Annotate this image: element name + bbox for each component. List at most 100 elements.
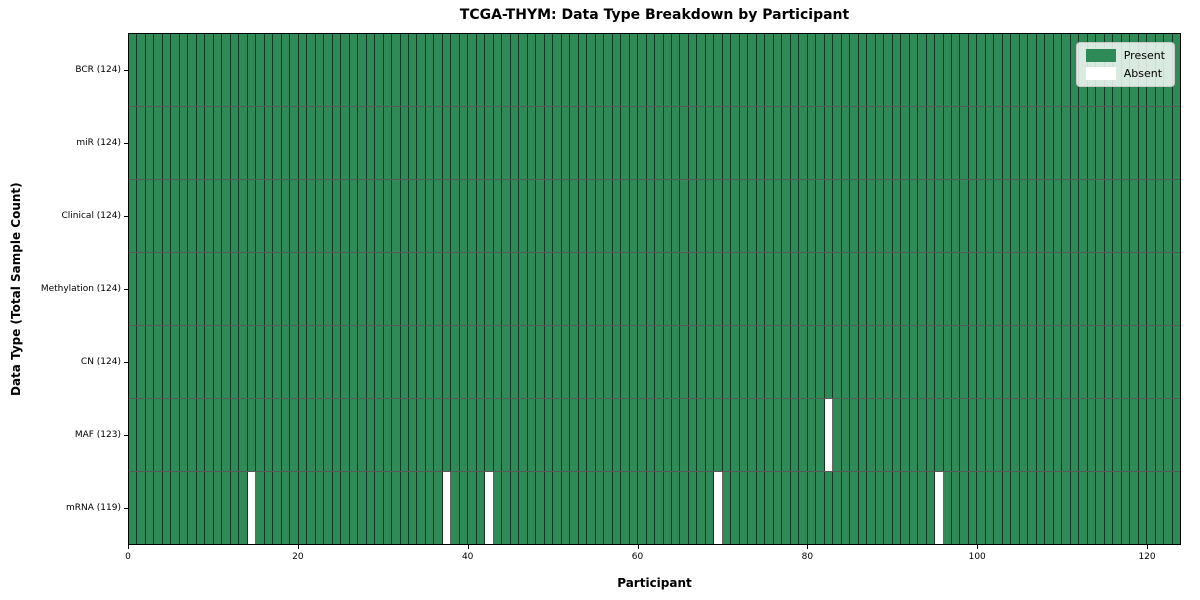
- heatmap-cell-present: [366, 253, 376, 325]
- heatmap-cell-present: [502, 107, 511, 179]
- heatmap-cell-present: [985, 326, 995, 398]
- heatmap-cell-present: [137, 107, 146, 179]
- heatmap-cell-present: [892, 326, 902, 398]
- heatmap-cell-present: [960, 399, 969, 471]
- heatmap-cell-present: [807, 472, 817, 544]
- legend-label-present: Present: [1123, 49, 1165, 62]
- heatmap-cell-present: [264, 253, 274, 325]
- heatmap-cell-present: [587, 326, 596, 398]
- heatmap-cell-present: [731, 107, 740, 179]
- heatmap-cell-present: [705, 107, 715, 179]
- heatmap-cell-present: [264, 34, 274, 106]
- heatmap-cell-present: [1104, 253, 1114, 325]
- heatmap-cell-present: [884, 180, 893, 252]
- heatmap-cell-present: [875, 180, 885, 252]
- heatmap-cell-present: [909, 180, 919, 252]
- heatmap-cell-present: [442, 399, 452, 471]
- heatmap-row-mir: [129, 107, 1181, 180]
- heatmap-cell-present: [731, 326, 740, 398]
- heatmap-cell-present: [358, 107, 367, 179]
- heatmap-cell-present: [239, 472, 248, 544]
- heatmap-cell-present: [621, 180, 630, 252]
- heatmap-cell-present: [1079, 253, 1088, 325]
- heatmap-cell-present: [129, 326, 138, 398]
- heatmap-cell-present: [901, 472, 910, 544]
- heatmap-cell-present: [239, 326, 248, 398]
- heatmap-cell-present: [145, 34, 155, 106]
- heatmap-cell-present: [510, 472, 520, 544]
- heatmap-cell-present: [595, 253, 605, 325]
- heatmap-cell-present: [434, 472, 443, 544]
- heatmap-cell-present: [765, 253, 774, 325]
- heatmap-cell-present: [807, 326, 817, 398]
- heatmap-cell-present: [375, 180, 384, 252]
- heatmap-cell-present: [1121, 107, 1131, 179]
- heatmap-cell-present: [892, 472, 902, 544]
- heatmap-cell-present: [604, 253, 613, 325]
- heatmap-cell-present: [960, 180, 969, 252]
- heatmap-cell-present: [256, 180, 265, 252]
- heatmap-cell-present: [918, 253, 927, 325]
- heatmap-cell-present: [315, 326, 325, 398]
- heatmap-cell-present: [1121, 326, 1131, 398]
- heatmap-cell-present: [1036, 253, 1046, 325]
- heatmap-cell-present: [858, 472, 868, 544]
- heatmap-cell-present: [392, 180, 401, 252]
- heatmap-cell-present: [655, 253, 664, 325]
- heatmap-cell-present: [629, 180, 639, 252]
- heatmap-cell-present: [307, 34, 316, 106]
- heatmap-row-mrna: [129, 472, 1181, 544]
- heatmap-cell-present: [230, 34, 240, 106]
- heatmap-cell-present: [154, 180, 163, 252]
- heatmap-cell-present: [799, 253, 808, 325]
- heatmap-cell-present: [739, 326, 749, 398]
- heatmap-cell-present: [722, 180, 732, 252]
- heatmap-cell-present: [807, 180, 817, 252]
- heatmap-cell-present: [688, 107, 698, 179]
- heatmap-cell-present: [1096, 180, 1105, 252]
- heatmap-cell-present: [663, 399, 672, 471]
- heatmap-cell-present: [926, 399, 936, 471]
- heatmap-cell-present: [638, 107, 647, 179]
- heatmap-cell-present: [188, 107, 197, 179]
- heatmap-cell-present: [1045, 399, 1054, 471]
- heatmap-cell-present: [1053, 399, 1063, 471]
- heatmap-cell-present: [977, 326, 986, 398]
- heatmap-cell-present: [697, 399, 706, 471]
- heatmap-cell-present: [417, 180, 426, 252]
- heatmap-cell-present: [417, 326, 426, 398]
- heatmap-cell-present: [536, 107, 545, 179]
- heatmap-cell-present: [451, 34, 460, 106]
- heatmap-cell-present: [137, 34, 146, 106]
- heatmap-cell-present: [663, 472, 672, 544]
- heatmap-cell-present: [909, 34, 919, 106]
- heatmap-cell-present: [536, 253, 545, 325]
- heatmap-cell-present: [493, 180, 503, 252]
- heatmap-cell-present: [1079, 326, 1088, 398]
- heatmap-cell-present: [1104, 399, 1114, 471]
- heatmap-cell-present: [264, 180, 274, 252]
- heatmap-cell-present: [290, 180, 299, 252]
- heatmap-cell-present: [621, 107, 630, 179]
- heatmap-cell-present: [748, 107, 757, 179]
- heatmap-cell-absent: [935, 472, 944, 544]
- heatmap-cell-present: [137, 180, 146, 252]
- heatmap-cell-present: [230, 472, 240, 544]
- heatmap-cell-present: [799, 34, 808, 106]
- heatmap-cell-present: [188, 399, 197, 471]
- heatmap-cell-present: [841, 180, 851, 252]
- heatmap-cell-present: [145, 326, 155, 398]
- heatmap-cell-present: [985, 107, 995, 179]
- heatmap-cell-present: [621, 253, 630, 325]
- heatmap-cell-present: [570, 107, 579, 179]
- heatmap-cell-present: [612, 326, 622, 398]
- heatmap-cell-present: [833, 253, 842, 325]
- heatmap-cell-present: [493, 472, 503, 544]
- heatmap-cell-present: [867, 326, 876, 398]
- heatmap-cell-present: [179, 253, 189, 325]
- heatmap-cell-present: [968, 180, 978, 252]
- heatmap-cell-present: [196, 34, 206, 106]
- heatmap-cell-present: [510, 180, 520, 252]
- heatmap-cell-present: [816, 399, 825, 471]
- heatmap-cell-present: [383, 180, 393, 252]
